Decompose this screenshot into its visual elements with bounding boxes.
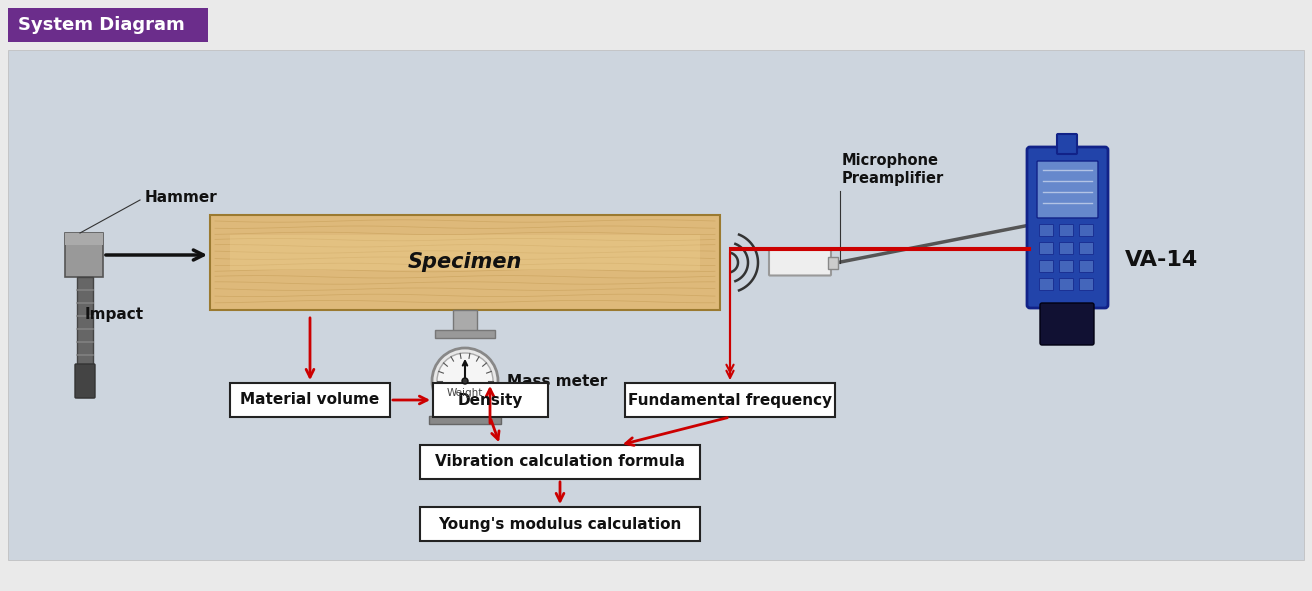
Text: Hammer: Hammer [146, 190, 218, 204]
FancyBboxPatch shape [1080, 242, 1093, 255]
Text: VA-14: VA-14 [1124, 250, 1198, 270]
FancyBboxPatch shape [1080, 261, 1093, 272]
FancyBboxPatch shape [1060, 242, 1073, 255]
FancyBboxPatch shape [1039, 278, 1054, 291]
FancyBboxPatch shape [230, 235, 701, 270]
FancyBboxPatch shape [8, 8, 209, 42]
FancyBboxPatch shape [0, 560, 1312, 591]
FancyBboxPatch shape [1057, 134, 1077, 154]
FancyBboxPatch shape [1060, 278, 1073, 291]
Text: Young's modulus calculation: Young's modulus calculation [438, 517, 682, 531]
Circle shape [437, 353, 493, 409]
FancyBboxPatch shape [429, 416, 501, 424]
Text: Specimen: Specimen [408, 252, 522, 272]
FancyBboxPatch shape [828, 256, 838, 268]
FancyBboxPatch shape [230, 383, 390, 417]
FancyBboxPatch shape [1040, 303, 1094, 345]
FancyBboxPatch shape [769, 249, 830, 275]
FancyBboxPatch shape [8, 50, 1304, 560]
FancyBboxPatch shape [1039, 242, 1054, 255]
FancyBboxPatch shape [1060, 261, 1073, 272]
FancyBboxPatch shape [0, 0, 1312, 50]
Text: Microphone
Preamplifier: Microphone Preamplifier [842, 153, 945, 186]
FancyBboxPatch shape [453, 310, 478, 335]
FancyBboxPatch shape [210, 215, 720, 310]
FancyBboxPatch shape [420, 445, 701, 479]
FancyBboxPatch shape [66, 233, 104, 245]
FancyBboxPatch shape [433, 383, 547, 417]
FancyBboxPatch shape [420, 507, 701, 541]
Text: Material volume: Material volume [240, 392, 379, 408]
Text: Weight: Weight [447, 388, 483, 398]
FancyBboxPatch shape [66, 233, 104, 277]
FancyBboxPatch shape [436, 330, 495, 338]
FancyBboxPatch shape [1039, 225, 1054, 236]
Text: System Diagram: System Diagram [18, 16, 185, 34]
FancyBboxPatch shape [1027, 147, 1109, 308]
Text: Density: Density [458, 392, 522, 408]
FancyBboxPatch shape [1036, 161, 1098, 218]
Circle shape [432, 348, 499, 414]
FancyBboxPatch shape [77, 277, 93, 397]
Circle shape [462, 378, 468, 384]
FancyBboxPatch shape [75, 364, 94, 398]
FancyBboxPatch shape [1060, 225, 1073, 236]
Text: Impact: Impact [85, 307, 144, 322]
Text: Fundamental frequency: Fundamental frequency [628, 392, 832, 408]
FancyBboxPatch shape [625, 383, 834, 417]
FancyBboxPatch shape [1080, 278, 1093, 291]
Text: Mass meter: Mass meter [506, 374, 607, 388]
FancyBboxPatch shape [1039, 261, 1054, 272]
Text: Vibration calculation formula: Vibration calculation formula [436, 454, 685, 469]
FancyBboxPatch shape [1080, 225, 1093, 236]
